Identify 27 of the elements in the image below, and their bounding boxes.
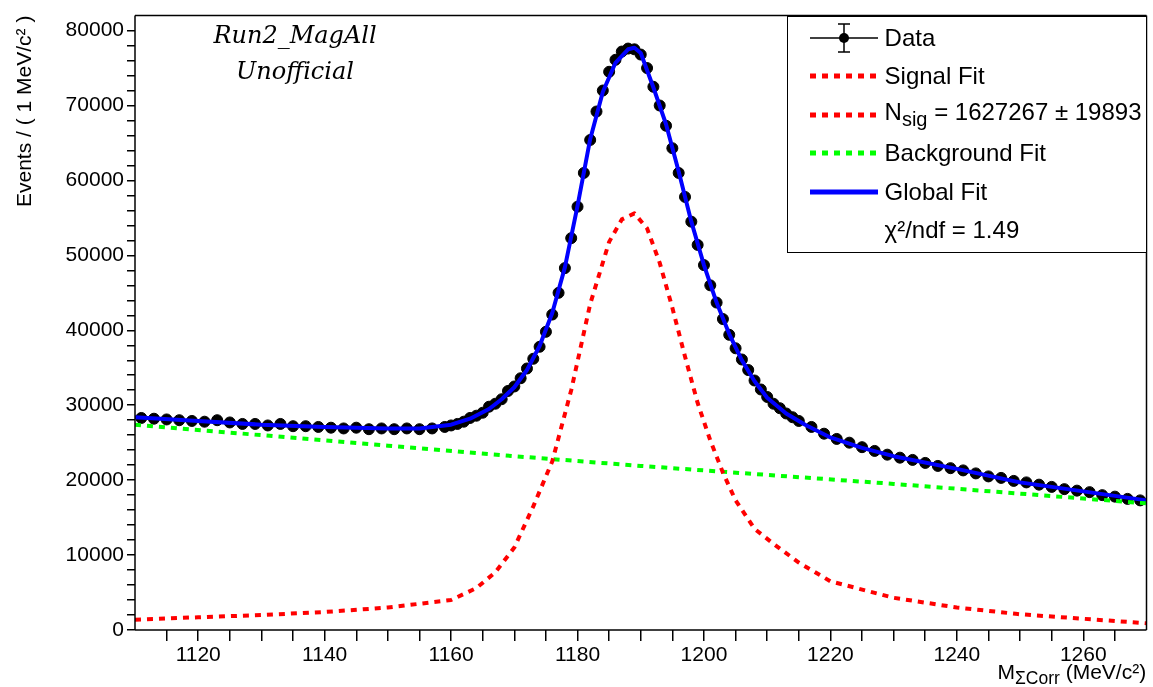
x-tick-label: 1220 [807, 642, 854, 666]
x-tick-label: 1240 [933, 642, 981, 666]
y-tick-label: 20000 [65, 466, 124, 490]
annotation: Run2_MagAll [213, 20, 377, 49]
annotation: N$_{sig}$ = 1627267 ± 19893 [884, 98, 1142, 132]
line-series [135, 211, 1147, 626]
x-tick-label: 1160 [428, 642, 474, 666]
x-tick-label: 1180 [554, 642, 601, 666]
annotation: Unofficial [236, 56, 354, 85]
legend-label: Background Fit [884, 139, 1046, 168]
y-tick-label: 30000 [65, 392, 124, 416]
y-tick-label: 80000 [65, 17, 124, 41]
y-axis-title: Events / ( 1 MeV/c² ) [12, 15, 36, 207]
y-tick-label: 50000 [65, 242, 124, 266]
y-tick-label: 70000 [65, 92, 124, 116]
legend-label: Data [884, 23, 936, 52]
x-axis-title: M$_{ΣCorr}$ (MeV/c²) [997, 660, 1147, 687]
y-tick-label: 10000 [65, 541, 124, 565]
annotation: χ²/ndf = 1.49 [884, 216, 1020, 245]
y-tick-label: 0 [112, 616, 124, 640]
y-tick-label: 60000 [65, 167, 124, 191]
x-tick-label: 1140 [302, 642, 348, 666]
legend-label: Signal Fit [884, 62, 985, 91]
legend-label: Global Fit [884, 177, 988, 206]
x-tick-label: 1200 [680, 642, 728, 666]
y-tick-label: 40000 [65, 317, 124, 341]
x-tick-label: 1120 [175, 642, 221, 666]
